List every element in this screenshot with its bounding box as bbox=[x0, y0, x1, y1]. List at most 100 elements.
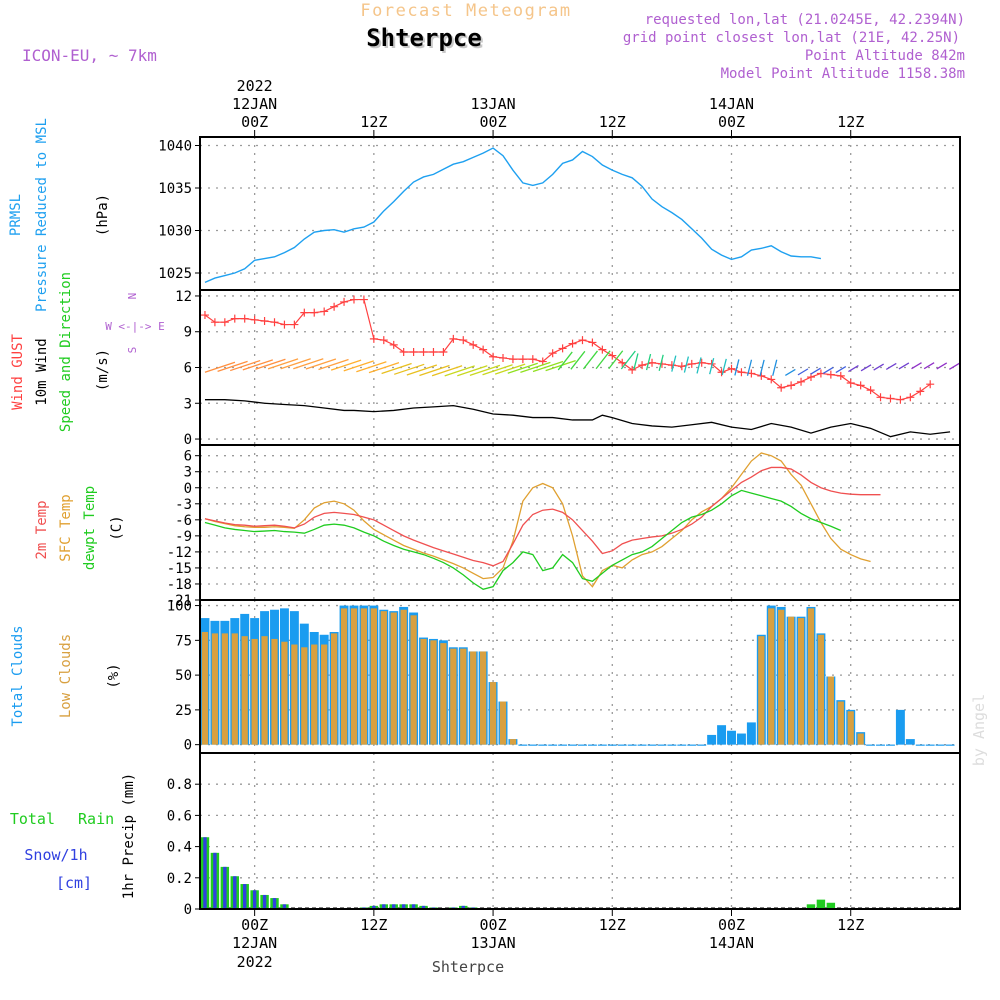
gust-marker bbox=[270, 318, 279, 327]
sfc-temp-line bbox=[204, 452, 871, 588]
total-rain-label: Total Rain bbox=[10, 810, 114, 828]
wind-direction-arrow bbox=[520, 361, 551, 374]
gust-marker bbox=[737, 368, 746, 377]
wind-direction-arrow bbox=[898, 362, 910, 370]
snow-bar bbox=[262, 894, 267, 909]
low-cloud-bar bbox=[211, 633, 219, 745]
wind-direction-arrow bbox=[419, 364, 450, 377]
wind-direction-arrow bbox=[431, 365, 463, 377]
y-tick-label: 0 bbox=[184, 738, 192, 754]
y-tick-label: 0 bbox=[184, 432, 192, 448]
rain-bar bbox=[816, 899, 826, 909]
gust-marker bbox=[210, 318, 219, 327]
y-tick-label: 9 bbox=[184, 325, 192, 341]
gust-marker bbox=[320, 307, 329, 316]
wind-direction-arrow bbox=[381, 362, 412, 375]
low-cloud-bar bbox=[857, 733, 864, 745]
low-cloud-bar bbox=[330, 633, 338, 745]
date-label-top: 13JAN bbox=[470, 95, 515, 113]
pressure-line bbox=[204, 147, 822, 283]
gust-marker bbox=[727, 364, 736, 373]
time-label-top: 00Z bbox=[241, 113, 268, 131]
total-cloud-bar bbox=[727, 730, 736, 745]
wind-direction-arrow bbox=[469, 364, 501, 376]
snow-bar bbox=[252, 890, 257, 909]
low-cloud-bar bbox=[758, 636, 765, 745]
footer-location: Shterpce bbox=[432, 958, 504, 976]
y-tick-label: -12 bbox=[167, 545, 192, 561]
wind-direction-arrow bbox=[330, 359, 362, 371]
low-cloud-bar bbox=[281, 641, 288, 745]
gust-marker bbox=[926, 380, 935, 389]
gust-marker bbox=[300, 308, 309, 317]
wind-10m-label: 10m Wind bbox=[34, 338, 50, 405]
pressure-unit: (hPa) bbox=[95, 194, 111, 236]
low-cloud-bar bbox=[271, 638, 278, 745]
low-cloud-bar bbox=[847, 711, 854, 745]
low-cloud-bar bbox=[768, 608, 775, 745]
snow-bar bbox=[382, 904, 386, 909]
wind-direction-arrow bbox=[709, 358, 715, 375]
low-cloud-bar bbox=[480, 651, 487, 745]
dewpt-line bbox=[204, 489, 842, 591]
snow-bar bbox=[233, 876, 237, 909]
grid-point-coords: grid point closest lon,lat (21E, 42.25N) bbox=[623, 30, 960, 46]
low-cloud-bar bbox=[778, 609, 785, 745]
wind-panel: 0 3 6 9 12 bbox=[175, 289, 961, 448]
dewpt-label: dewpt Temp bbox=[82, 486, 98, 570]
wind-direction-arrow bbox=[255, 358, 286, 370]
gust-line bbox=[204, 298, 931, 401]
wind-direction-arrow bbox=[305, 358, 337, 370]
wind-direction-arrow bbox=[570, 350, 586, 370]
gust-marker bbox=[677, 362, 686, 371]
rain-bar bbox=[826, 902, 836, 909]
wind-speed-line bbox=[204, 399, 951, 438]
date-label-bottom: 12JAN bbox=[232, 934, 277, 952]
time-label-bottom: 00Z bbox=[480, 916, 507, 934]
total-cloud-bar bbox=[746, 722, 756, 745]
wind-direction-arrow bbox=[785, 368, 796, 376]
snow-label: Snow/1h bbox=[24, 846, 87, 864]
low-cloud-bar bbox=[291, 644, 298, 745]
time-label-top: 12Z bbox=[360, 113, 387, 131]
y-tick-label: -9 bbox=[175, 529, 192, 545]
wind-direction-arrow bbox=[242, 359, 274, 371]
wind-direction-arrow bbox=[696, 357, 702, 374]
y-tick-label: -18 bbox=[167, 577, 192, 593]
low-cloud-bar bbox=[460, 648, 467, 745]
snow-bar bbox=[392, 904, 396, 909]
pressure-label-2: Pressure Reduced to MSL bbox=[34, 118, 50, 312]
low-cloud-bar bbox=[400, 609, 407, 745]
total-cloud-bar bbox=[717, 725, 727, 745]
gust-marker bbox=[250, 315, 259, 324]
wind-direction-arrow bbox=[734, 359, 740, 376]
gust-marker bbox=[608, 351, 617, 360]
low-cloud-bar bbox=[311, 644, 318, 745]
low-cloud-bar bbox=[807, 608, 815, 745]
snow-bar bbox=[243, 884, 247, 909]
gust-marker bbox=[439, 348, 448, 356]
snow-bar bbox=[401, 904, 406, 909]
clouds-unit: (%) bbox=[106, 663, 122, 688]
low-cloud-bar bbox=[261, 636, 268, 745]
y-tick-label: 0.2 bbox=[167, 871, 192, 887]
wind-direction-arrow bbox=[683, 356, 690, 373]
y-tick-label: 0 bbox=[184, 481, 192, 497]
gust-marker bbox=[598, 345, 607, 354]
gust-marker bbox=[638, 361, 647, 370]
y-tick-label: -3 bbox=[175, 497, 192, 513]
gust-marker bbox=[489, 352, 498, 361]
gust-marker bbox=[588, 338, 597, 347]
y-tick-label: 1040 bbox=[158, 139, 192, 155]
low-clouds-label: Low Clouds bbox=[58, 634, 74, 718]
gust-marker bbox=[886, 394, 895, 403]
date-label-bottom: 13JAN bbox=[470, 934, 515, 952]
temp2m-label: 2m Temp bbox=[34, 500, 50, 559]
panel-frame bbox=[199, 444, 961, 601]
wind-direction-arrow bbox=[457, 365, 488, 377]
y-tick-label: 1025 bbox=[158, 266, 192, 282]
snow-bar bbox=[272, 898, 277, 909]
gust-marker bbox=[399, 348, 408, 356]
snow-bar bbox=[372, 905, 376, 909]
gust-marker bbox=[548, 349, 557, 358]
